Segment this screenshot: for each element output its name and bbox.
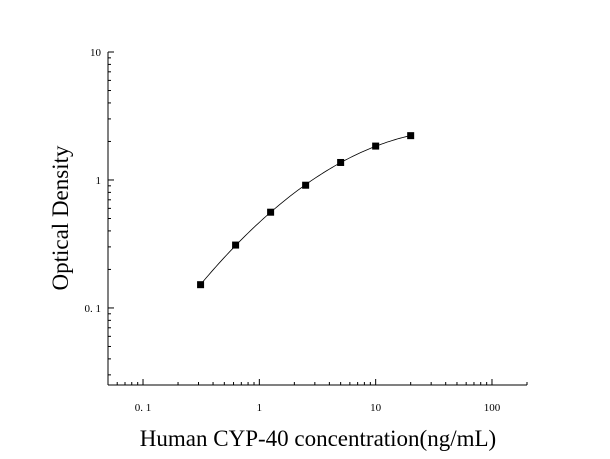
y-tick-label: 10 — [90, 47, 102, 59]
data-point — [337, 158, 345, 166]
data-point — [372, 142, 380, 150]
y-axis-title: Optical Density — [48, 145, 73, 290]
data-points — [197, 132, 415, 289]
data-point — [232, 241, 240, 249]
data-point — [267, 208, 275, 216]
fit-curve — [200, 135, 411, 285]
x-tick-label: 10 — [370, 402, 382, 414]
x-tick-label: 100 — [484, 402, 501, 414]
x-axis-title: Human CYP-40 concentration(ng/mL) — [140, 426, 496, 451]
x-tick-label: 1 — [257, 402, 263, 414]
axes — [107, 52, 527, 386]
y-ticks: 0. 1 1 10 — [85, 47, 114, 376]
data-point — [407, 132, 415, 140]
data-point — [197, 281, 205, 289]
x-ticks: 0. 1 1 10 100 — [107, 379, 528, 414]
y-tick-label: 0. 1 — [85, 303, 102, 315]
y-tick-label: 1 — [96, 175, 102, 187]
x-tick-label: 0. 1 — [135, 402, 152, 414]
data-point — [302, 181, 310, 189]
